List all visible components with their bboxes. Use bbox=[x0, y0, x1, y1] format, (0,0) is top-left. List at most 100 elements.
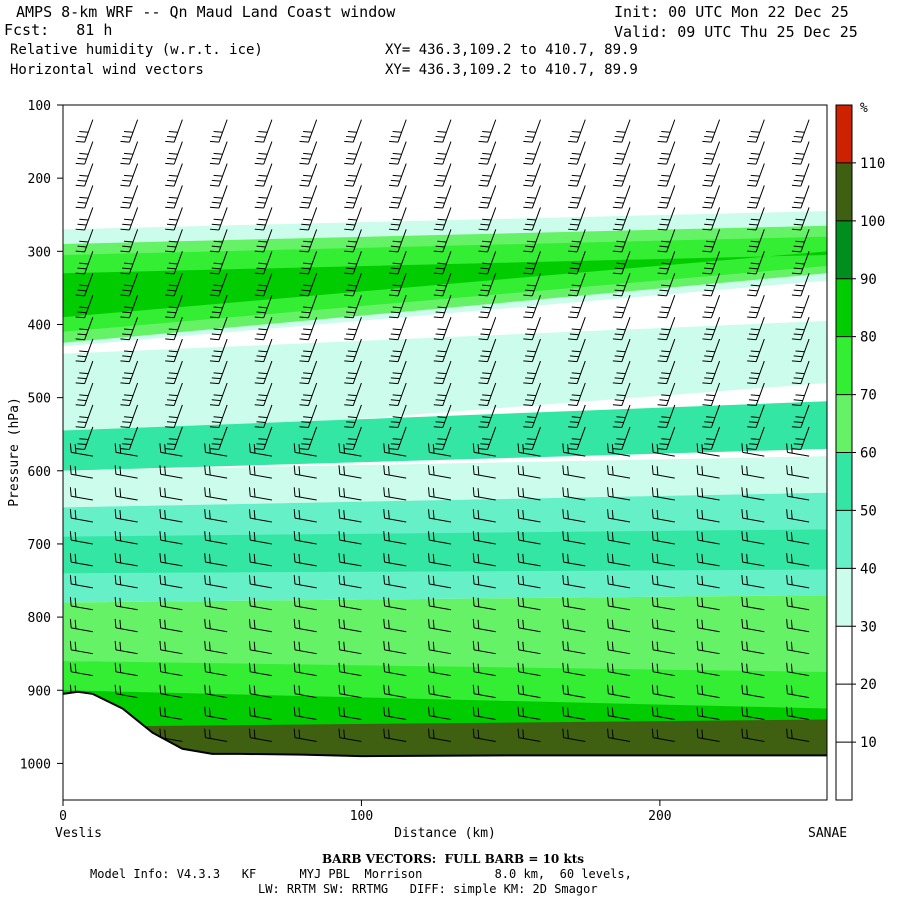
wind-barb-246 bbox=[433, 426, 452, 450]
wind-barb-183 bbox=[344, 316, 362, 341]
wind-barb-235 bbox=[433, 185, 452, 209]
wind-barb-357 bbox=[612, 316, 631, 341]
wind-barb-359 bbox=[612, 360, 631, 385]
wind-barb-327 bbox=[568, 295, 586, 319]
wind-barb-370 bbox=[607, 596, 631, 611]
wind-barb-142 bbox=[248, 684, 272, 699]
wind-barb-407 bbox=[702, 141, 721, 165]
colorbar-tick-label-30: 30 bbox=[860, 619, 877, 635]
wind-barb-97 bbox=[209, 338, 228, 363]
wind-barb-243 bbox=[433, 360, 452, 385]
wind-barb-285 bbox=[472, 640, 496, 655]
wind-barb-260 bbox=[428, 728, 452, 742]
wind-barb-232 bbox=[433, 119, 452, 143]
wind-barb-356 bbox=[612, 295, 631, 319]
wind-barb-257 bbox=[428, 662, 452, 677]
wind-barb-48 bbox=[114, 531, 138, 545]
wind-barb-323 bbox=[568, 207, 586, 231]
wind-barb-303 bbox=[523, 404, 541, 428]
wind-barb-22 bbox=[69, 596, 93, 611]
wind-barb-180 bbox=[344, 251, 362, 275]
wind-barb-450 bbox=[741, 443, 765, 457]
wind-barb-265 bbox=[478, 207, 497, 231]
wind-barb-466 bbox=[791, 163, 810, 187]
wind-barb-43 bbox=[120, 426, 139, 450]
wind-barb-444 bbox=[747, 316, 765, 341]
wind-barb-288 bbox=[472, 706, 496, 721]
wind-barb-143 bbox=[248, 706, 272, 721]
wind-barb-151 bbox=[299, 251, 318, 275]
wind-barb-165 bbox=[293, 553, 317, 567]
wind-barb-336 bbox=[562, 487, 586, 501]
wind-barb-279 bbox=[472, 509, 496, 523]
wind-barb-162 bbox=[293, 487, 317, 501]
wind-barb-324 bbox=[568, 229, 586, 253]
wind-barb-44 bbox=[114, 443, 138, 457]
wind-barb-211 bbox=[388, 295, 407, 319]
wind-barb-490 bbox=[786, 684, 810, 699]
wind-barb-107 bbox=[204, 553, 228, 567]
wind-barb-425 bbox=[696, 531, 720, 545]
wind-barb-401 bbox=[651, 640, 675, 655]
wind-barb-154 bbox=[299, 316, 318, 341]
wind-barb-365 bbox=[607, 487, 631, 501]
wind-barb-358 bbox=[612, 338, 631, 363]
wind-barb-325 bbox=[568, 251, 586, 275]
y-tick-label-800: 800 bbox=[28, 611, 51, 626]
wind-barb-113 bbox=[204, 684, 228, 699]
wind-barb-283 bbox=[472, 596, 496, 611]
wind-barb-14 bbox=[75, 426, 94, 450]
wind-barb-61 bbox=[165, 185, 183, 209]
wind-barb-441 bbox=[747, 251, 765, 275]
wind-barb-315 bbox=[517, 662, 541, 677]
wind-barb-185 bbox=[344, 360, 362, 385]
wind-barb-453 bbox=[741, 509, 765, 523]
wind-barb-371 bbox=[607, 618, 631, 633]
wind-barb-293 bbox=[523, 185, 541, 209]
wind-barb-353 bbox=[612, 229, 631, 253]
cross-section-coords-2: XY= 436.3,109.2 to 410.7, 89.9 bbox=[385, 62, 638, 78]
wind-barb-215 bbox=[388, 382, 407, 407]
wind-barb-60 bbox=[165, 163, 183, 187]
wind-barb-280 bbox=[472, 531, 496, 545]
wind-barb-187 bbox=[344, 404, 362, 428]
wind-barb-194 bbox=[338, 553, 362, 567]
colorbar-band-0 bbox=[836, 626, 852, 800]
wind-barb-190 bbox=[338, 465, 362, 479]
wind-barb-348 bbox=[612, 119, 631, 143]
wind-barb-45 bbox=[114, 465, 138, 479]
wind-barb-182 bbox=[344, 295, 362, 319]
wind-barb-291 bbox=[523, 141, 541, 165]
wind-barb-468 bbox=[791, 207, 810, 231]
wind-barb-338 bbox=[562, 531, 586, 545]
wind-barb-272 bbox=[478, 360, 497, 385]
colorbar-tick-label-20: 20 bbox=[860, 677, 877, 693]
wind-barb-69 bbox=[165, 360, 183, 385]
wind-barb-53 bbox=[114, 640, 138, 655]
wind-barb-116 bbox=[254, 119, 273, 143]
wind-barb-124 bbox=[254, 295, 273, 319]
colorbar-tick-label-110: 110 bbox=[860, 156, 885, 172]
wind-barb-105 bbox=[204, 509, 228, 523]
wind-barb-484 bbox=[786, 553, 810, 567]
wind-barb-173 bbox=[293, 728, 317, 742]
wind-barb-89 bbox=[209, 163, 228, 187]
wind-barb-404 bbox=[651, 706, 675, 721]
wind-barb-388 bbox=[657, 360, 676, 385]
wind-barb-249 bbox=[428, 487, 452, 501]
wind-barb-70 bbox=[165, 382, 183, 407]
wind-barb-245 bbox=[433, 404, 452, 428]
wind-barb-2 bbox=[75, 163, 94, 187]
wind-barb-95 bbox=[209, 295, 228, 319]
wind-barb-93 bbox=[209, 251, 228, 275]
wind-barb-163 bbox=[293, 509, 317, 523]
wind-barb-429 bbox=[696, 618, 720, 633]
colorbar-tick-label-100: 100 bbox=[860, 214, 885, 230]
plot-frame bbox=[62, 104, 828, 801]
wind-barb-308 bbox=[517, 509, 541, 523]
wind-barb-255 bbox=[428, 618, 452, 633]
wind-barb-140 bbox=[248, 640, 272, 655]
wind-barb-364 bbox=[607, 465, 631, 479]
wind-barb-219 bbox=[383, 465, 407, 479]
wind-barb-296 bbox=[523, 251, 541, 275]
